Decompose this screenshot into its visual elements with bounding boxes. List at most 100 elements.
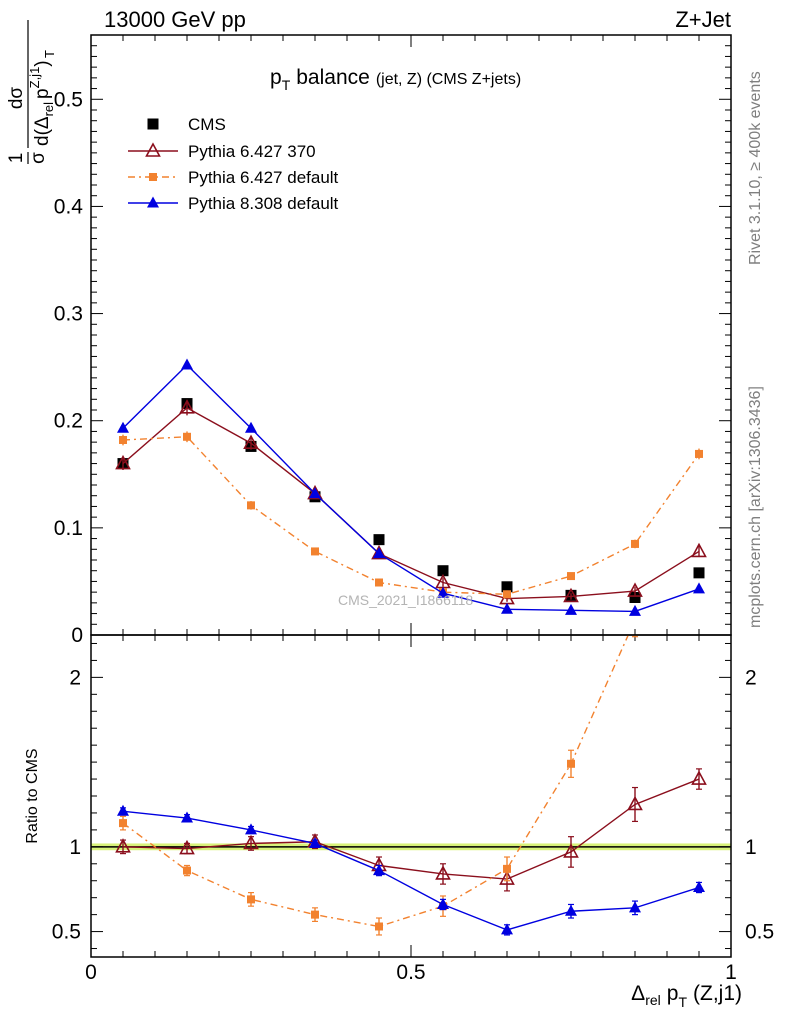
point-cms <box>501 581 513 593</box>
point-py8-default <box>373 547 385 559</box>
ratio-point-py8-default <box>245 823 257 835</box>
xlabel-p: p <box>667 982 679 1005</box>
ratio-point-py8-default <box>309 836 321 848</box>
legend-label-py6-370: Pythia 6.427 370 <box>188 142 316 161</box>
point-py8-default <box>693 582 705 594</box>
main-ytick-label: 0.1 <box>54 517 83 540</box>
ratio-ytick-label-right: 2 <box>745 666 757 689</box>
line-py6-default <box>122 436 700 595</box>
main-title-p: p <box>270 66 282 89</box>
xlabel-T: T <box>678 994 687 1010</box>
main-axis-ticks: 0 0.1 0.2 0.3 0.4 0.5 <box>54 35 732 647</box>
main-ytick-label: 0 <box>71 624 83 647</box>
legend-label-py8-default: Pythia 8.308 default <box>188 194 339 213</box>
point-py6-default <box>247 501 255 510</box>
legend-label-py6-default: Pythia 6.427 default <box>188 168 339 187</box>
legend-marker-py8-default <box>147 196 159 208</box>
ratio-point-py6-370 <box>499 870 515 885</box>
mcplots-label: mcplots.cern.ch [arXiv:1306.3436] <box>747 386 764 628</box>
ratio-point-py6-default <box>503 864 511 873</box>
ratio-line-py6-370 <box>122 778 700 880</box>
ylabel-num: 1 <box>6 153 27 164</box>
point-py6-370 <box>627 582 643 597</box>
ratio-point-py6-default <box>247 895 255 904</box>
main-title-small: (jet, Z) (CMS Z+jets) <box>376 71 521 88</box>
ratio-xtick-label: 0.5 <box>396 961 425 984</box>
ratio-ytick-label-left: 0.5 <box>52 921 81 944</box>
point-py6-default <box>119 436 127 444</box>
legend-entry-cms: CMS <box>147 115 226 134</box>
point-py8-default <box>501 602 513 614</box>
series-py6-370 <box>115 399 707 605</box>
point-py8-default <box>437 586 449 598</box>
ratio-point-py6-370 <box>179 839 195 855</box>
point-py8-default <box>117 421 129 433</box>
process-label: Z+Jet <box>675 7 731 32</box>
ylabel-close: ) <box>32 60 53 66</box>
ylabel-den-full: d(Δrel pZ,j1) <box>27 60 56 146</box>
ratio-point-py8-default <box>629 901 641 913</box>
ratio-series-py6-default <box>119 616 639 936</box>
point-py6-370 <box>371 544 387 560</box>
point-py8-default <box>309 487 321 499</box>
ratio-point-py6-370 <box>691 770 707 785</box>
point-py6-default <box>695 449 703 458</box>
ratio-xtick-label: 1 <box>725 961 737 984</box>
ratio-point-py8-default <box>565 904 577 916</box>
ratio-line-py8-default <box>122 810 700 931</box>
ratio-ytick-label-left: 1 <box>69 836 81 859</box>
ratio-ytick-label-left: 2 <box>69 666 81 689</box>
ylabel-rel: rel <box>41 102 56 117</box>
series-cms <box>117 398 705 603</box>
point-py8-default <box>565 603 577 615</box>
main-ytick-label: 0.2 <box>54 410 83 433</box>
ratio-point-py8-default <box>181 811 193 823</box>
line-py8-default <box>122 364 700 613</box>
point-py6-default <box>503 590 511 599</box>
point-py6-370 <box>179 399 195 414</box>
ratio-point-py6-default <box>631 616 639 624</box>
main-ytick-label: 0.5 <box>54 88 83 111</box>
ylabel-dnum: dσ <box>6 87 27 110</box>
main-title: pT balance (jet, Z) (CMS Z+jets) <box>270 66 521 93</box>
point-cms <box>629 592 641 603</box>
ratio-point-py6-default <box>375 922 383 931</box>
ratio-axis-ticks: 0 0.5 10.5 0.51 12 2 <box>52 635 774 984</box>
ratio-point-py8-default <box>117 804 129 816</box>
main-panel: 00.10.20.30.40.5 pT balance (jet, Z) (CMS … <box>6 20 732 647</box>
ratio-point-py6-370 <box>435 865 451 880</box>
ratio-ytick-label-right: 1 <box>745 836 757 859</box>
rivet-label: Rivet 3.1.10, ≥ 400k events <box>747 71 764 265</box>
ratio-point-py6-370 <box>563 843 579 858</box>
point-py6-370 <box>691 542 707 558</box>
ylabel-T: T <box>42 50 57 58</box>
xlabel-rest: (Z,j1) <box>693 982 742 1005</box>
main-ytick-label: 0.3 <box>54 303 83 326</box>
ratio-xtick-label: 0 <box>85 961 97 984</box>
ratio-point-py6-default <box>183 866 191 875</box>
legend: CMS Pythia 6.427 370 Pythia 6.427 default P… <box>128 115 339 213</box>
ratio-point-py6-370 <box>115 838 131 853</box>
xlabel-delta: Δ <box>631 982 645 1005</box>
point-py8-default <box>245 421 257 433</box>
ratio-point-py6-370 <box>627 795 643 811</box>
ylabel-den: σ <box>28 152 49 164</box>
beam-label: 13000 GeV pp <box>104 7 246 32</box>
ylabel-p: p <box>32 88 53 99</box>
point-py8-default <box>181 358 193 370</box>
ratio-point-py8-default <box>437 897 449 909</box>
main-title-word: balance <box>296 66 370 89</box>
point-py6-default <box>311 547 319 556</box>
ylabel-sup: Z,j1 <box>27 67 42 89</box>
ratio-point-py8-default <box>501 923 513 935</box>
ratio-panel: 0 0.5 10.5 0.51 12 2 Ratio to CMS Δrel pT (Z,j1… <box>24 616 774 1010</box>
ratio-ytick-label-right: 0.5 <box>745 921 774 944</box>
legend-entry-py8-default: Pythia 8.308 default <box>128 194 339 213</box>
point-py6-default <box>183 432 191 441</box>
ratio-data-marks <box>115 616 707 936</box>
ratio-series-py8-default <box>117 804 705 936</box>
legend-marker-cms <box>147 118 159 130</box>
point-py6-default <box>631 539 639 548</box>
legend-entry-py6-default: Pythia 6.427 default <box>128 168 339 187</box>
series-py6-default <box>119 431 703 599</box>
